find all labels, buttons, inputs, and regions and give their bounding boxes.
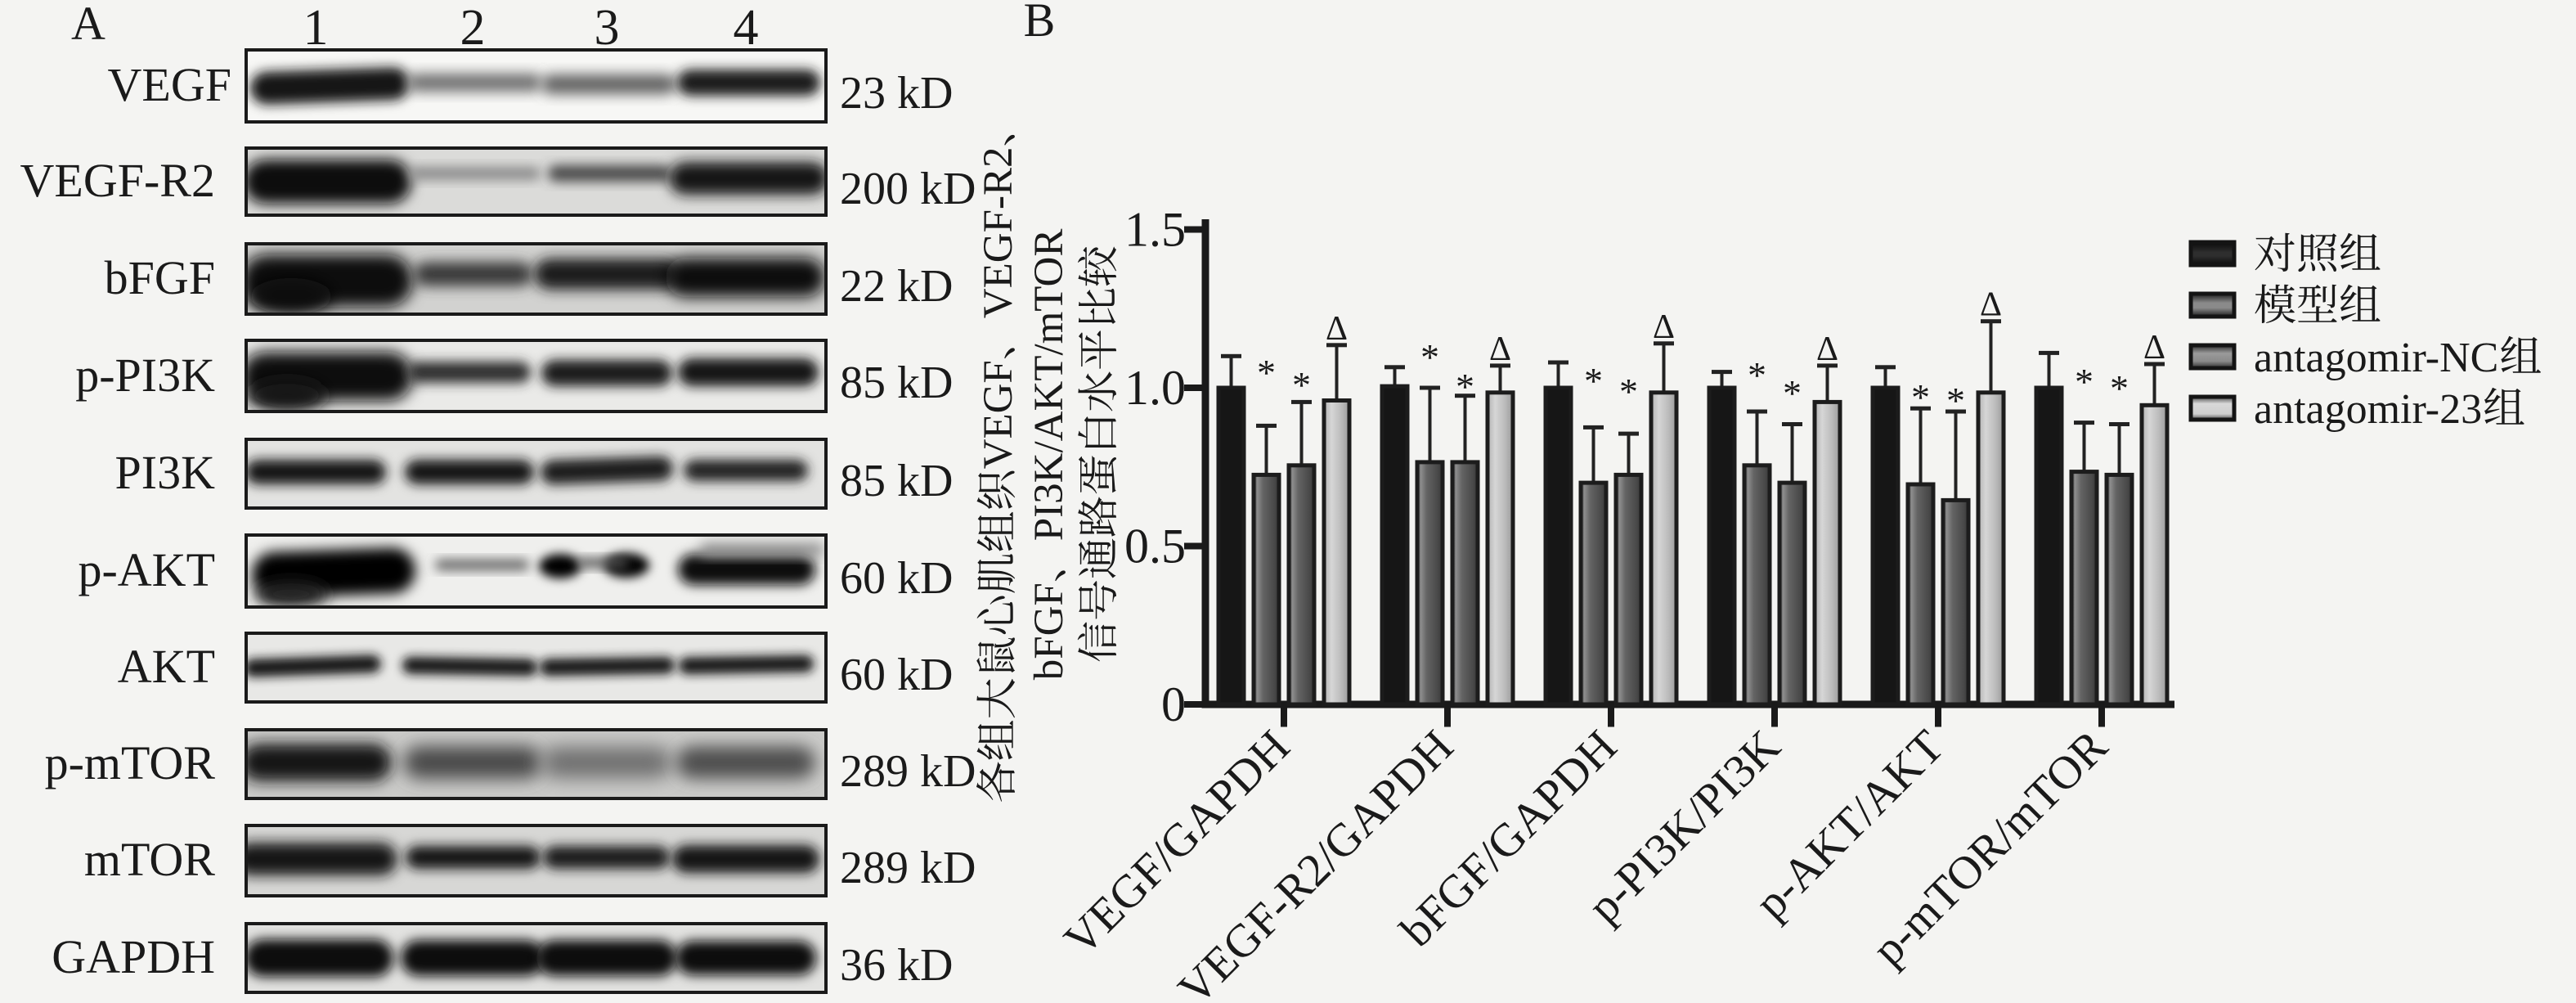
svg-text:60 kD: 60 kD [840, 553, 953, 604]
svg-text:Δ: Δ [1489, 331, 1511, 368]
svg-text:VEGF: VEGF [976, 360, 1021, 469]
svg-text:*: * [2110, 367, 2129, 409]
svg-text:*: * [1456, 366, 1474, 407]
svg-text:p-AKT: p-AKT [78, 543, 215, 596]
svg-text:85 kD: 85 kD [840, 456, 953, 506]
svg-text:23 kD: 23 kD [840, 68, 953, 119]
svg-text:*: * [1420, 336, 1439, 378]
svg-text:289 kD: 289 kD [840, 843, 976, 893]
svg-text:Δ: Δ [2143, 329, 2165, 367]
svg-text:*: * [1783, 372, 1802, 414]
svg-text:antagomir-NC: antagomir-NC [2254, 335, 2498, 381]
svg-text:Δ: Δ [1980, 286, 2002, 324]
svg-text:Δ: Δ [1816, 331, 1838, 368]
svg-text:*: * [1257, 352, 1276, 394]
svg-text:Δ: Δ [1653, 308, 1675, 346]
svg-text:4: 4 [734, 0, 759, 56]
svg-text:*: * [2075, 361, 2094, 403]
svg-text:*: * [1584, 360, 1603, 402]
svg-text:VEGF-R2: VEGF-R2 [20, 154, 215, 207]
svg-text:*: * [1292, 364, 1311, 406]
svg-text:1.5: 1.5 [1124, 203, 1186, 257]
svg-text:Δ: Δ [1326, 310, 1348, 348]
svg-text:60 kD: 60 kD [840, 650, 953, 700]
svg-text:*: * [1946, 380, 1965, 421]
svg-text:B: B [1024, 0, 1056, 47]
svg-text:PI3K: PI3K [115, 446, 216, 499]
svg-text:bFGF: bFGF [1026, 582, 1072, 680]
svg-text:p-mTOR: p-mTOR [45, 736, 216, 789]
svg-text:85 kD: 85 kD [840, 358, 953, 408]
svg-text:*: * [1911, 376, 1930, 418]
svg-text:AKT: AKT [118, 640, 215, 693]
svg-text:mTOR: mTOR [84, 833, 215, 886]
svg-text:3: 3 [595, 0, 620, 56]
svg-text:antagomir-23: antagomir-23 [2254, 386, 2482, 433]
svg-text:VEGF: VEGF [108, 58, 231, 111]
svg-text:*: * [1748, 354, 1766, 396]
svg-text:0: 0 [1161, 677, 1186, 731]
svg-text:VEGF-R2: VEGF-R2 [976, 147, 1021, 319]
svg-text:*: * [1619, 371, 1638, 412]
svg-text:36 kD: 36 kD [840, 940, 953, 991]
svg-text:GAPDH: GAPDH [52, 930, 215, 983]
svg-text:bFGF: bFGF [105, 251, 215, 304]
svg-text:PI3K/AKT/mTOR: PI3K/AKT/mTOR [1026, 229, 1072, 542]
svg-text:A: A [71, 0, 105, 50]
svg-text:22 kD: 22 kD [840, 261, 953, 312]
svg-text:p-PI3K: p-PI3K [75, 349, 215, 402]
svg-text:2: 2 [460, 0, 486, 56]
svg-text:0.5: 0.5 [1124, 519, 1186, 573]
svg-text:1: 1 [303, 0, 329, 56]
svg-text:1.0: 1.0 [1124, 361, 1186, 415]
svg-text:200 kD: 200 kD [840, 164, 976, 214]
svg-text:289 kD: 289 kD [840, 746, 976, 797]
